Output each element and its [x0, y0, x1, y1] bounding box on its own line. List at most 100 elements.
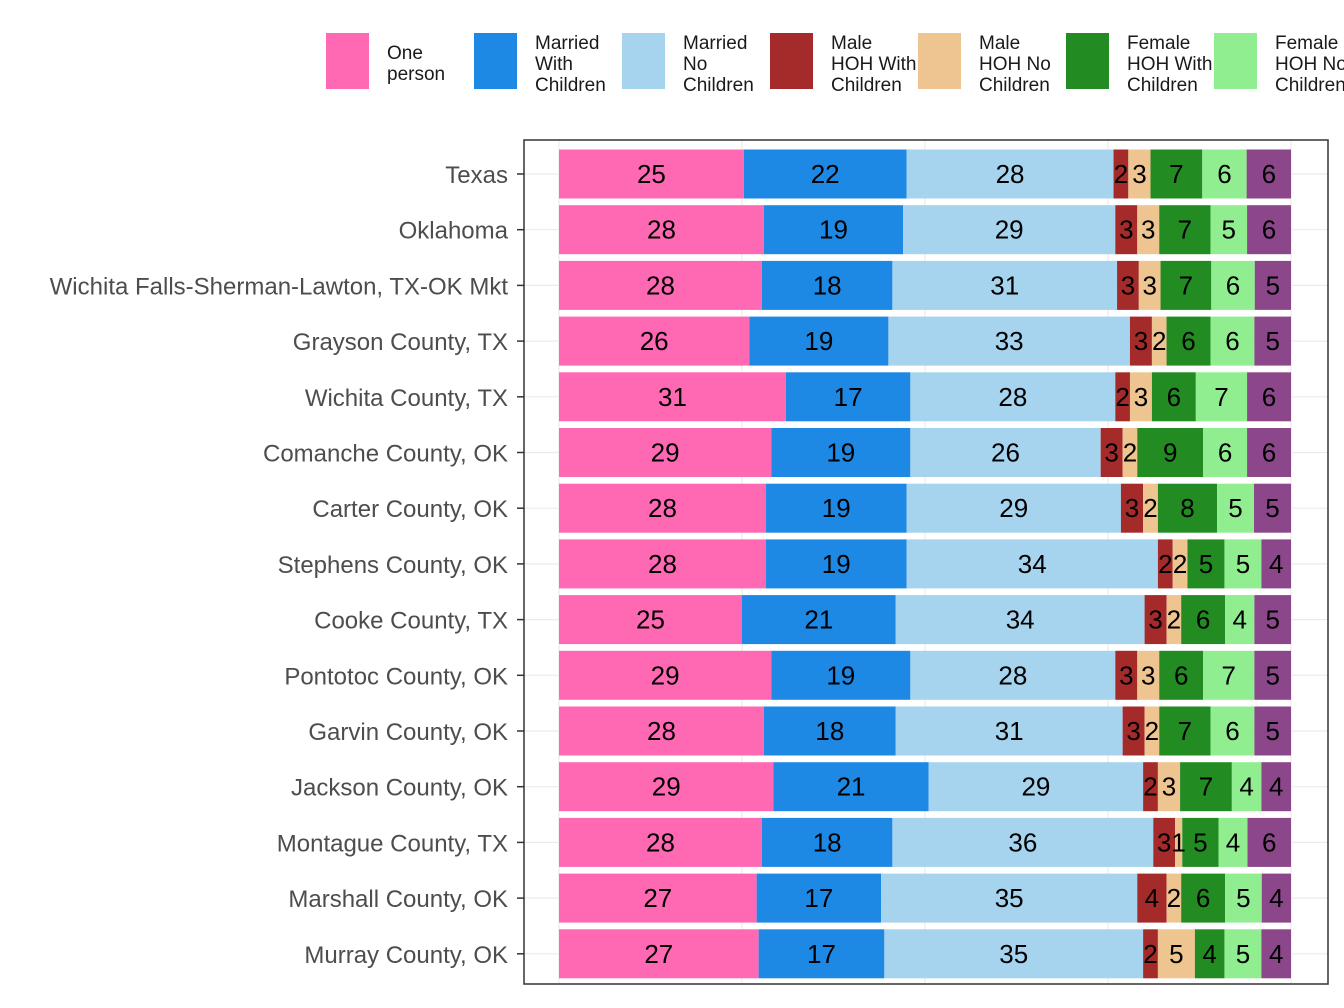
legend-label: One [387, 43, 423, 64]
bar-segment-wichita-county-tx-4 [1115, 372, 1130, 422]
value-label: 4 [1145, 883, 1159, 913]
bar-segment-wichita-county-tx-6 [1151, 372, 1196, 422]
bar-segment-murray-county-ok-8 [1261, 929, 1291, 979]
value-label: 6 [1262, 382, 1276, 412]
bar-segment-cooke-county-tx-7 [1225, 595, 1255, 645]
bar-segment-cooke-county-tx-8 [1254, 595, 1291, 645]
value-label: 34 [1006, 605, 1035, 635]
value-label: 19 [822, 549, 851, 579]
bar-segment-grayson-county-tx-2 [749, 316, 889, 366]
bar-segment-cooke-county-tx-4 [1144, 595, 1167, 645]
value-label: 2 [1114, 159, 1128, 189]
bar-segment-carter-county-ok-8 [1254, 483, 1291, 533]
bar-segment-garvin-county-ok-4 [1122, 706, 1145, 756]
bar-segment-texas-6 [1150, 149, 1203, 199]
bar-segment-carter-county-ok-6 [1157, 483, 1218, 533]
value-label: 7 [1214, 382, 1228, 412]
bar-segment-pontotoc-county-ok-5 [1137, 650, 1160, 700]
value-label: 6 [1262, 827, 1276, 857]
category-label: Jackson County, OK [291, 775, 508, 802]
bar-segment-grayson-county-tx-5 [1151, 316, 1167, 366]
bar-segment-montague-county-tx-7 [1218, 817, 1248, 867]
bar-segment-pontotoc-county-ok-1 [559, 650, 772, 700]
bar-segment-comanche-county-ok-1 [559, 428, 772, 477]
bar-segment-murray-county-ok-4 [1143, 929, 1158, 979]
value-label: 29 [1021, 772, 1050, 802]
legend-label: Children [535, 75, 606, 96]
category-label: Texas [445, 162, 508, 189]
value-label: 2 [1143, 772, 1157, 802]
value-label: 6 [1181, 326, 1195, 356]
bar-segment-wichita-county-tx-7 [1195, 372, 1248, 422]
bar-segment-jackson-county-ok-6 [1180, 762, 1232, 812]
legend-label: person [387, 64, 445, 85]
bar-segment-murray-county-ok-1 [559, 929, 759, 979]
value-label: 5 [1266, 270, 1280, 300]
bar-segment-garvin-county-ok-5 [1144, 706, 1160, 756]
value-label: 3 [1125, 493, 1139, 523]
value-label: 31 [990, 270, 1019, 300]
value-label: 7 [1178, 716, 1192, 746]
bar-segment-wichita-county-tx-2 [785, 372, 911, 422]
bar-segment-jackson-county-ok-8 [1261, 762, 1291, 812]
legend-key [770, 33, 813, 89]
bar-segment-comanche-county-ok-2 [771, 428, 911, 477]
value-label: 22 [811, 159, 840, 189]
bar-segment-pontotoc-county-ok-2 [771, 650, 911, 700]
value-label: 3 [1126, 716, 1140, 746]
bar-segment-montague-county-tx-1 [559, 817, 762, 867]
legend-key [326, 33, 369, 89]
value-label: 2 [1115, 382, 1129, 412]
bar-segment-stephens-county-ok-2 [766, 539, 907, 589]
value-label: 28 [646, 827, 675, 857]
value-label: 5 [1265, 660, 1279, 690]
value-label: 36 [1008, 827, 1037, 857]
bar-segment-oklahoma-4 [1115, 205, 1138, 255]
value-label: 6 [1262, 215, 1276, 245]
bar-segment-marshall-county-ok-5 [1166, 873, 1182, 923]
value-label: 19 [826, 438, 855, 468]
value-label: 28 [648, 549, 677, 579]
value-label: 3 [1119, 660, 1133, 690]
value-label: 19 [804, 326, 833, 356]
bars [559, 149, 1291, 979]
bar-segment-murray-county-ok-3 [884, 929, 1144, 979]
bar-segment-comanche-county-ok-7 [1203, 428, 1248, 477]
bar-segment-oklahoma-1 [559, 205, 764, 255]
legend-label: Female [1127, 33, 1190, 54]
value-label: 6 [1196, 883, 1210, 913]
value-label: 4 [1233, 605, 1247, 635]
value-label: 28 [648, 493, 677, 523]
value-label: 31 [658, 382, 687, 412]
value-label: 31 [995, 716, 1024, 746]
value-label: 3 [1134, 382, 1148, 412]
value-label: 2 [1167, 883, 1181, 913]
bar-segment-comanche-county-ok-6 [1137, 428, 1204, 477]
value-label: 2 [1123, 438, 1137, 468]
value-label: 2 [1173, 549, 1187, 579]
bar-segment-carter-county-ok-3 [906, 483, 1121, 533]
value-label: 27 [643, 883, 672, 913]
value-label: 19 [822, 493, 851, 523]
legend-label: Children [979, 75, 1050, 96]
value-label: 4 [1269, 549, 1283, 579]
value-label: 3 [1121, 270, 1135, 300]
bar-segment-jackson-county-ok-4 [1143, 762, 1158, 812]
bar-segment-garvin-county-ok-6 [1159, 706, 1211, 756]
bar-segment-cooke-county-tx-2 [742, 595, 896, 645]
legend-label: Married [683, 33, 747, 54]
value-label: 21 [837, 772, 866, 802]
bar-segment-stephens-county-ok-4 [1157, 539, 1173, 589]
bar-segment-marshall-county-ok-4 [1137, 873, 1167, 923]
value-label: 29 [651, 660, 680, 690]
legend-label: Children [683, 75, 754, 96]
value-label: 34 [1018, 549, 1047, 579]
value-label: 5 [1236, 883, 1250, 913]
value-label: 29 [652, 772, 681, 802]
bar-segment-oklahoma-8 [1247, 205, 1291, 255]
bar-segment-wichita-falls-sherman-lawton-tx-ok-mkt-5 [1138, 260, 1161, 310]
bar-segment-garvin-county-ok-1 [559, 706, 764, 756]
bar-segment-oklahoma-7 [1210, 205, 1248, 255]
y-axis: Texas Oklahoma Wichita Falls-Sherman-Lawto… [50, 162, 524, 969]
bar-segment-jackson-county-ok-2 [773, 762, 929, 812]
